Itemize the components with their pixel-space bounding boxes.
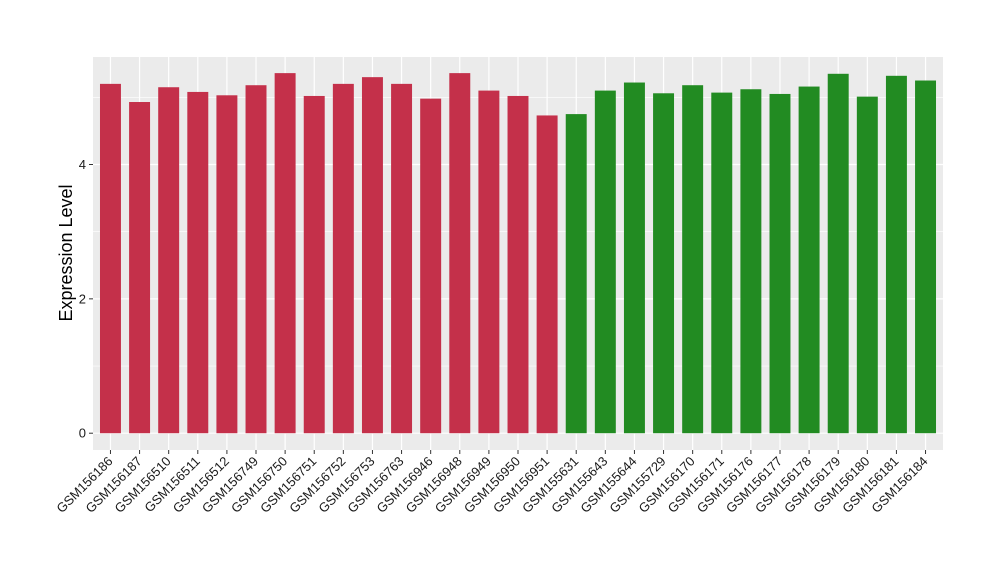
bar-GSM156511 — [187, 91, 209, 434]
bar-GSM156948 — [449, 73, 471, 434]
bar-GSM156177 — [769, 93, 791, 434]
bar-GSM155729 — [653, 93, 675, 434]
bar-GSM156950 — [507, 95, 529, 434]
x-axis: GSM156186GSM156187GSM156510GSM156511GSM1… — [53, 450, 931, 516]
bar-GSM156171 — [711, 92, 733, 434]
y-tick-label: 2 — [79, 291, 86, 306]
bar-GSM156176 — [740, 89, 762, 434]
bars — [99, 73, 937, 434]
y-tick-label: 4 — [79, 157, 86, 172]
y-axis-title: Expression Level — [56, 184, 76, 321]
bar-GSM156180 — [856, 96, 878, 434]
bar-GSM156179 — [827, 73, 849, 434]
y-tick-label: 0 — [79, 426, 86, 441]
bar-GSM156750 — [274, 73, 296, 434]
bar-GSM155631 — [565, 114, 587, 434]
bar-GSM155644 — [623, 82, 645, 434]
bar-GSM156184 — [915, 80, 937, 434]
bar-GSM156949 — [478, 90, 500, 434]
bar-GSM156512 — [216, 95, 238, 434]
bar-GSM155643 — [594, 90, 616, 434]
bar-GSM156749 — [245, 85, 267, 434]
bar-GSM156187 — [129, 102, 151, 434]
y-axis: 0 2 4 — [79, 157, 93, 441]
bar-GSM156751 — [303, 95, 325, 434]
bar-GSM156178 — [798, 86, 820, 434]
bar-GSM156170 — [682, 85, 704, 434]
bar-GSM156510 — [158, 87, 180, 434]
bar-GSM156946 — [420, 98, 442, 434]
bar-GSM156186 — [99, 83, 121, 434]
bar-GSM156951 — [536, 115, 558, 434]
bar-GSM156753 — [361, 77, 383, 434]
bar-GSM156752 — [332, 83, 354, 434]
bar-GSM156763 — [391, 83, 413, 434]
bar-GSM156181 — [885, 75, 907, 434]
